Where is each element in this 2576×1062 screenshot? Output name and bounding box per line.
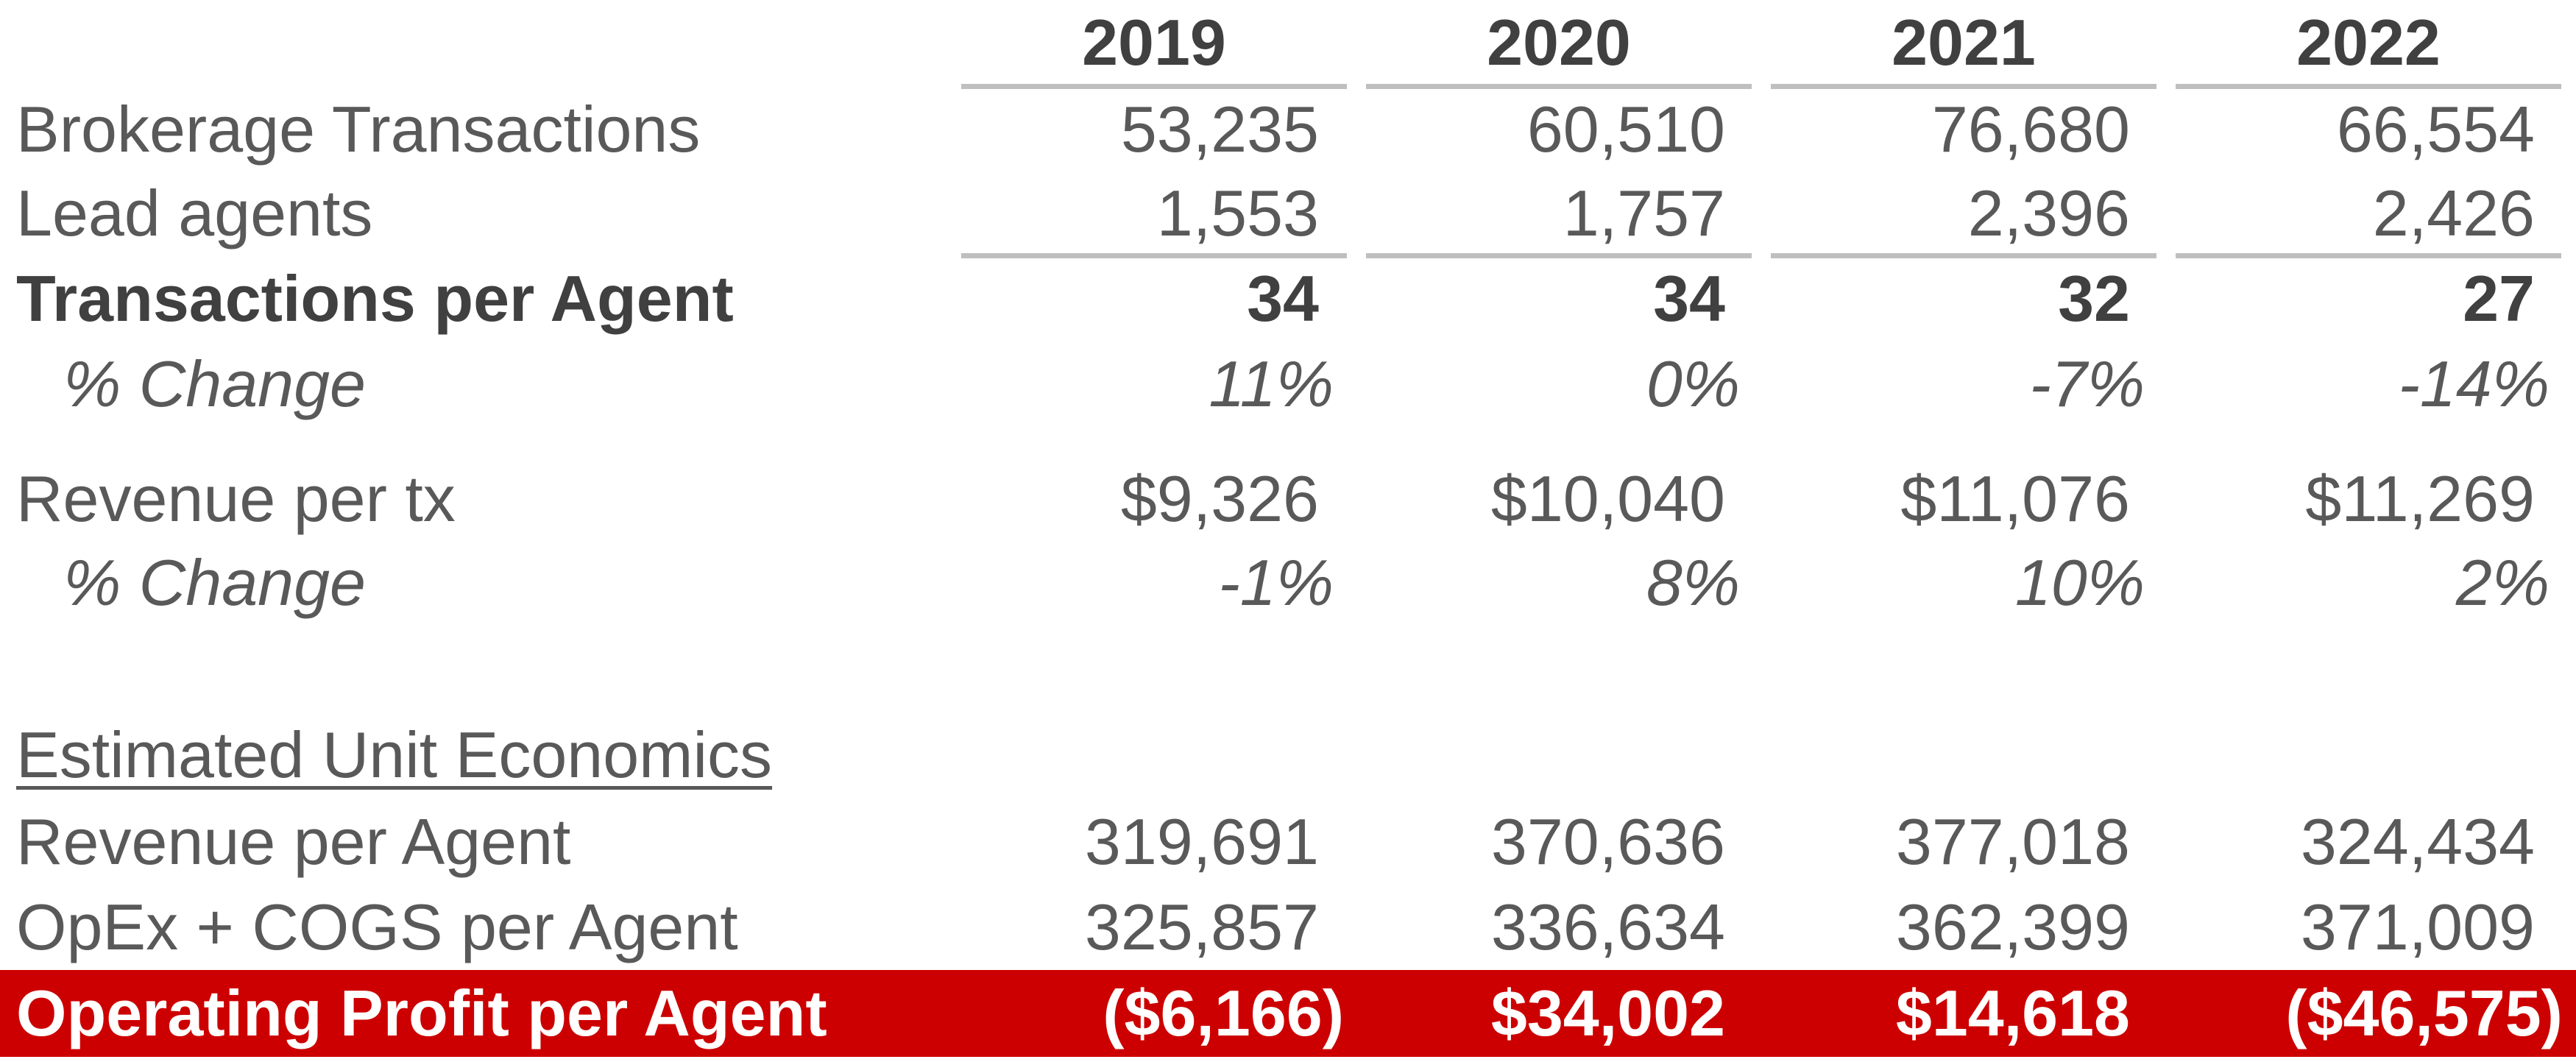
table-row: Transactions per Agent 34 34 32 27 (0, 258, 2576, 340)
subtotal-rule (1771, 253, 2156, 258)
table-row: Lead agents 1,553 1,757 2,396 2,426 (0, 172, 2576, 255)
value-cell: ($46,575) (2285, 977, 2563, 1049)
header-rule (1771, 84, 2156, 89)
value-cell: 2,426 (2372, 177, 2535, 249)
row-label-percent-change: % Change (63, 546, 366, 619)
value-cell: 53,235 (1120, 93, 1319, 166)
row-label-operating-profit-per-agent: Operating Profit per Agent (16, 977, 827, 1049)
section-heading-row: Estimated Unit Economics (0, 714, 2576, 796)
operating-profit-highlight-row: Operating Profit per Agent ($6,166) $34,… (0, 970, 2576, 1057)
header-row: 2019 2020 2021 2022 (0, 1, 2576, 84)
value-cell: 319,691 (1084, 805, 1319, 878)
row-label-revenue-per-tx: Revenue per tx (16, 462, 456, 535)
table-row: % Change -1% 8% 10% 2% (0, 542, 2576, 624)
header-rule (1366, 84, 1752, 89)
row-label-transactions-per-agent: Transactions per Agent (16, 262, 734, 335)
value-cell: 8% (1646, 546, 1740, 619)
value-cell: 1,757 (1563, 177, 1725, 249)
value-cell: $14,618 (1895, 977, 2130, 1049)
row-label-revenue-per-agent: Revenue per Agent (16, 805, 571, 878)
value-cell: 60,510 (1526, 93, 1725, 166)
row-label-lead-agents: Lead agents (16, 177, 373, 249)
value-cell: 2,396 (1967, 177, 2130, 249)
value-cell: 2% (2455, 546, 2550, 619)
subtotal-rule (1366, 253, 1752, 258)
row-label-brokerage-transactions: Brokerage Transactions (16, 93, 701, 166)
value-cell: 10% (2014, 546, 2145, 619)
value-cell: $11,076 (1900, 462, 2130, 535)
table-row: Revenue per tx $9,326 $10,040 $11,076 $1… (0, 458, 2576, 540)
year-header-2022: 2022 (2296, 6, 2441, 79)
header-rule (961, 84, 1347, 89)
value-cell: 324,434 (2300, 805, 2535, 878)
value-cell: 32 (2058, 262, 2130, 335)
value-cell: ($6,166) (1103, 977, 1344, 1049)
row-label-opex-cogs-per-agent: OpEx + COGS per Agent (16, 891, 738, 963)
table-row: % Change 11% 0% -7% -14% (0, 343, 2576, 425)
value-cell: 325,857 (1084, 891, 1319, 963)
year-header-2020: 2020 (1487, 6, 1631, 79)
table-row: Revenue per Agent 319,691 370,636 377,01… (0, 801, 2576, 883)
value-cell: $34,002 (1490, 977, 1725, 1049)
value-cell: -14% (2398, 347, 2550, 420)
value-cell: 0% (1646, 347, 1740, 420)
value-cell: 362,399 (1895, 891, 2130, 963)
value-cell: $9,326 (1120, 462, 1319, 535)
value-cell: 27 (2463, 262, 2535, 335)
value-cell: $10,040 (1490, 462, 1725, 535)
value-cell: 76,680 (1931, 93, 2130, 166)
value-cell: 34 (1653, 262, 1725, 335)
value-cell: 11% (1209, 347, 1334, 420)
value-cell: -7% (2029, 347, 2145, 420)
value-cell: 377,018 (1895, 805, 2130, 878)
value-cell: 370,636 (1490, 805, 1725, 878)
value-cell: -1% (1218, 546, 1334, 619)
subtotal-rule (2176, 253, 2561, 258)
value-cell: 336,634 (1490, 891, 1725, 963)
value-cell: 66,554 (2336, 93, 2535, 166)
year-header-2021: 2021 (1892, 6, 2036, 79)
section-heading: Estimated Unit Economics (16, 718, 773, 791)
value-cell: 371,009 (2300, 891, 2535, 963)
table-row: Brokerage Transactions 53,235 60,510 76,… (0, 88, 2576, 171)
value-cell: 34 (1247, 262, 1319, 335)
year-header-2019: 2019 (1082, 6, 1226, 79)
subtotal-rule (961, 253, 1347, 258)
header-rule (2176, 84, 2561, 89)
row-label-percent-change: % Change (63, 347, 366, 420)
table-row: OpEx + COGS per Agent 325,857 336,634 36… (0, 886, 2576, 969)
value-cell: 1,553 (1156, 177, 1319, 249)
value-cell: $11,269 (2305, 462, 2535, 535)
